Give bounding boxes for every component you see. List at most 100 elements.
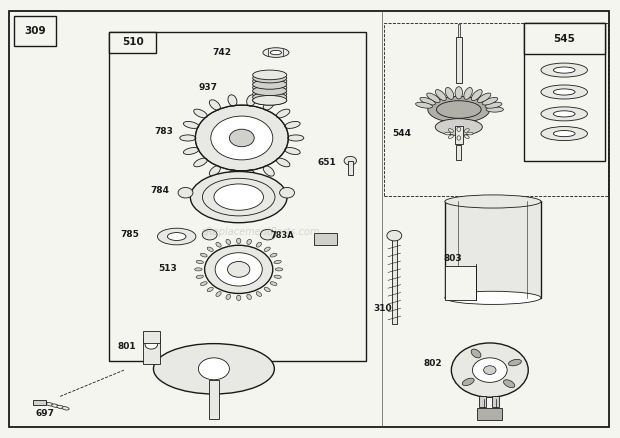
Ellipse shape (464, 129, 469, 132)
Ellipse shape (270, 50, 281, 55)
Bar (348, 161, 353, 175)
Ellipse shape (247, 294, 252, 300)
Ellipse shape (508, 360, 521, 366)
Text: 803: 803 (443, 254, 462, 263)
Text: 544: 544 (392, 129, 411, 138)
Ellipse shape (277, 158, 290, 167)
Ellipse shape (554, 67, 575, 73)
Circle shape (178, 187, 193, 198)
Ellipse shape (264, 287, 270, 292)
Ellipse shape (264, 100, 274, 110)
Ellipse shape (448, 129, 453, 132)
Circle shape (195, 105, 288, 171)
Circle shape (260, 230, 275, 240)
Bar (524, 23, 604, 54)
Ellipse shape (471, 90, 482, 101)
Ellipse shape (216, 242, 221, 247)
Ellipse shape (200, 253, 207, 257)
Ellipse shape (247, 95, 255, 106)
Circle shape (205, 245, 273, 293)
Ellipse shape (457, 136, 461, 140)
Ellipse shape (264, 166, 274, 176)
Ellipse shape (471, 349, 481, 358)
Bar (524, 23, 604, 161)
Ellipse shape (256, 292, 262, 297)
Ellipse shape (62, 406, 69, 410)
Ellipse shape (41, 401, 48, 405)
Ellipse shape (210, 100, 220, 110)
Ellipse shape (207, 287, 213, 292)
Ellipse shape (428, 96, 490, 123)
Ellipse shape (190, 171, 287, 223)
Ellipse shape (445, 132, 451, 135)
Ellipse shape (216, 292, 221, 297)
Text: 697: 697 (35, 410, 54, 418)
Ellipse shape (264, 247, 270, 251)
Bar (492, 396, 499, 407)
Circle shape (229, 129, 254, 147)
Ellipse shape (196, 275, 203, 279)
Ellipse shape (541, 107, 588, 121)
Ellipse shape (445, 88, 454, 99)
Text: 783: 783 (155, 127, 174, 136)
Ellipse shape (157, 228, 196, 245)
Ellipse shape (482, 97, 498, 105)
Bar (456, 145, 461, 160)
Ellipse shape (180, 135, 196, 141)
Bar (314, 233, 337, 245)
Ellipse shape (541, 63, 588, 77)
Ellipse shape (237, 238, 241, 244)
Bar (456, 37, 462, 83)
Text: 742: 742 (213, 48, 231, 57)
Ellipse shape (436, 101, 481, 118)
Ellipse shape (288, 135, 304, 141)
Bar (392, 237, 397, 324)
Text: 783A: 783A (271, 231, 294, 240)
Ellipse shape (46, 403, 53, 406)
Ellipse shape (554, 89, 575, 95)
Circle shape (280, 187, 294, 198)
Circle shape (344, 156, 356, 165)
Ellipse shape (467, 132, 473, 135)
Ellipse shape (445, 291, 541, 304)
Ellipse shape (226, 239, 231, 244)
Ellipse shape (207, 247, 213, 251)
Text: 937: 937 (199, 83, 218, 92)
Text: 784: 784 (151, 186, 169, 195)
Ellipse shape (270, 253, 277, 257)
Circle shape (387, 230, 402, 241)
Bar (209, 380, 219, 419)
Ellipse shape (214, 184, 264, 210)
Bar (143, 338, 160, 364)
Ellipse shape (554, 131, 575, 137)
Bar (445, 266, 476, 300)
Bar (143, 331, 160, 343)
Ellipse shape (253, 95, 286, 105)
Bar (33, 400, 46, 405)
Ellipse shape (448, 135, 453, 138)
Ellipse shape (253, 80, 286, 89)
Text: 545: 545 (553, 34, 575, 43)
Ellipse shape (57, 405, 64, 409)
Ellipse shape (541, 127, 588, 141)
Ellipse shape (210, 166, 220, 176)
Ellipse shape (51, 404, 59, 407)
Bar (458, 24, 460, 37)
Bar (108, 32, 156, 53)
Ellipse shape (464, 88, 472, 99)
Ellipse shape (247, 170, 255, 181)
Ellipse shape (193, 158, 207, 167)
Ellipse shape (445, 195, 541, 208)
Circle shape (484, 366, 496, 374)
Ellipse shape (196, 260, 203, 264)
Ellipse shape (274, 260, 281, 264)
Ellipse shape (464, 135, 469, 138)
Circle shape (215, 253, 262, 286)
Text: 651: 651 (318, 159, 337, 167)
Circle shape (451, 343, 528, 397)
Ellipse shape (427, 93, 440, 102)
Bar (455, 126, 463, 144)
Ellipse shape (153, 343, 274, 394)
Bar (108, 32, 366, 361)
Ellipse shape (253, 86, 286, 95)
